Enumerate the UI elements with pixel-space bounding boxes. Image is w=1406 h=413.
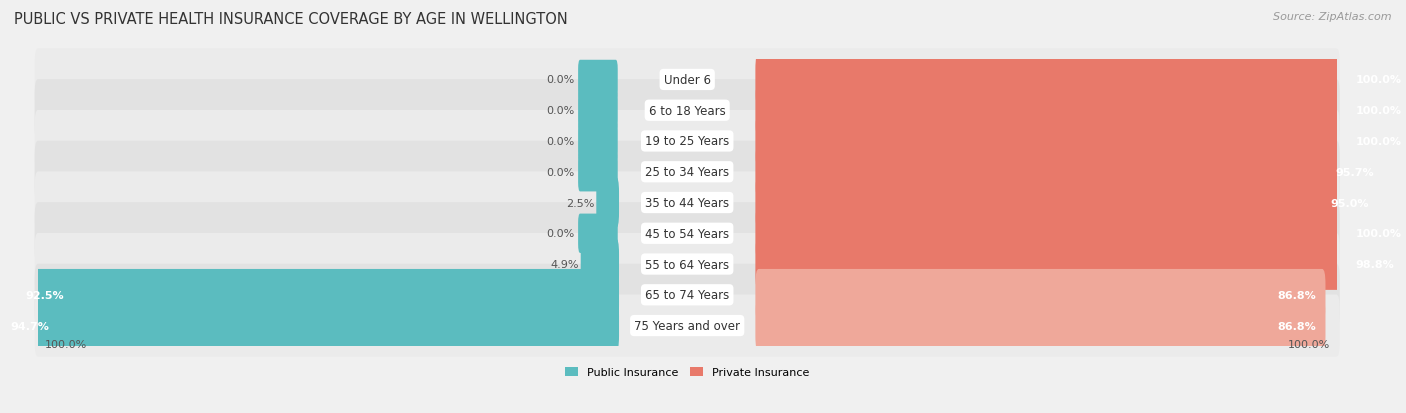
Text: 100.0%: 100.0% — [45, 339, 87, 349]
FancyBboxPatch shape — [35, 172, 1340, 234]
FancyBboxPatch shape — [35, 49, 1340, 111]
FancyBboxPatch shape — [755, 208, 1406, 259]
Text: 45 to 54 Years: 45 to 54 Years — [645, 227, 730, 240]
Text: 2.5%: 2.5% — [567, 198, 595, 208]
Text: 86.8%: 86.8% — [1277, 290, 1316, 300]
FancyBboxPatch shape — [11, 269, 619, 321]
FancyBboxPatch shape — [578, 122, 617, 161]
FancyBboxPatch shape — [35, 203, 1340, 265]
FancyBboxPatch shape — [755, 239, 1403, 290]
FancyBboxPatch shape — [35, 295, 1340, 357]
FancyBboxPatch shape — [755, 269, 1326, 321]
FancyBboxPatch shape — [596, 177, 619, 229]
Text: 0.0%: 0.0% — [547, 137, 575, 147]
FancyBboxPatch shape — [578, 153, 617, 192]
Text: 100.0%: 100.0% — [1355, 106, 1402, 116]
Text: 100.0%: 100.0% — [1288, 339, 1330, 349]
Text: Under 6: Under 6 — [664, 74, 710, 87]
Text: 100.0%: 100.0% — [1355, 137, 1402, 147]
Text: 75 Years and over: 75 Years and over — [634, 319, 740, 332]
FancyBboxPatch shape — [578, 61, 617, 100]
Text: 55 to 64 Years: 55 to 64 Years — [645, 258, 730, 271]
FancyBboxPatch shape — [35, 264, 1340, 326]
Text: 98.8%: 98.8% — [1355, 259, 1393, 269]
Text: 94.7%: 94.7% — [11, 321, 49, 331]
Text: 0.0%: 0.0% — [547, 229, 575, 239]
FancyBboxPatch shape — [0, 300, 619, 351]
Text: 0.0%: 0.0% — [547, 106, 575, 116]
Legend: Public Insurance, Private Insurance: Public Insurance, Private Insurance — [565, 367, 810, 377]
FancyBboxPatch shape — [35, 111, 1340, 173]
FancyBboxPatch shape — [578, 91, 617, 131]
FancyBboxPatch shape — [755, 116, 1406, 167]
Text: 19 to 25 Years: 19 to 25 Years — [645, 135, 730, 148]
FancyBboxPatch shape — [35, 233, 1340, 295]
Text: 100.0%: 100.0% — [1355, 75, 1402, 85]
Text: 6 to 18 Years: 6 to 18 Years — [648, 104, 725, 117]
Text: PUBLIC VS PRIVATE HEALTH INSURANCE COVERAGE BY AGE IN WELLINGTON: PUBLIC VS PRIVATE HEALTH INSURANCE COVER… — [14, 12, 568, 27]
FancyBboxPatch shape — [755, 300, 1326, 351]
Text: 100.0%: 100.0% — [1355, 229, 1402, 239]
FancyBboxPatch shape — [581, 239, 619, 290]
FancyBboxPatch shape — [35, 80, 1340, 142]
Text: 95.0%: 95.0% — [1330, 198, 1369, 208]
FancyBboxPatch shape — [755, 85, 1406, 137]
Text: Source: ZipAtlas.com: Source: ZipAtlas.com — [1274, 12, 1392, 22]
FancyBboxPatch shape — [35, 141, 1340, 203]
Text: 35 to 44 Years: 35 to 44 Years — [645, 197, 730, 209]
FancyBboxPatch shape — [755, 55, 1406, 106]
Text: 25 to 34 Years: 25 to 34 Years — [645, 166, 730, 179]
FancyBboxPatch shape — [755, 177, 1379, 229]
Text: 4.9%: 4.9% — [550, 259, 579, 269]
Text: 92.5%: 92.5% — [25, 290, 63, 300]
Text: 0.0%: 0.0% — [547, 75, 575, 85]
Text: 0.0%: 0.0% — [547, 167, 575, 177]
FancyBboxPatch shape — [578, 214, 617, 253]
Text: 95.7%: 95.7% — [1334, 167, 1374, 177]
FancyBboxPatch shape — [755, 147, 1384, 198]
Text: 86.8%: 86.8% — [1277, 321, 1316, 331]
Text: 65 to 74 Years: 65 to 74 Years — [645, 289, 730, 301]
